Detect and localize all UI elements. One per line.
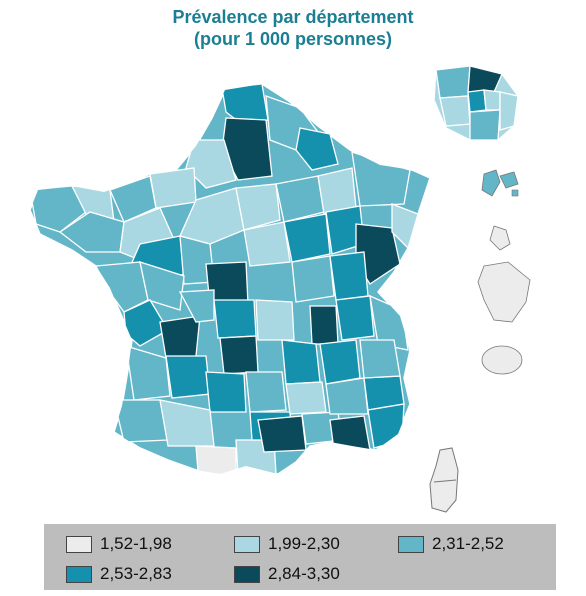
- legend-label: 2,84-3,30: [268, 564, 340, 583]
- department: [213, 299, 257, 339]
- department: [391, 203, 419, 250]
- department: [483, 89, 501, 111]
- department: [359, 339, 401, 379]
- inset-martinique: [489, 225, 511, 251]
- map-title: Prévalence par département (pour 1 000 p…: [0, 6, 586, 50]
- department: [283, 213, 331, 263]
- inset-la-reunion: [481, 345, 523, 375]
- department: [439, 95, 471, 127]
- map-title-line2: (pour 1 000 personnes): [193, 29, 393, 49]
- legend-swatch: [66, 535, 92, 553]
- legend-item: 2,84-3,30: [234, 564, 340, 584]
- department: [257, 415, 307, 453]
- france-choropleth-map: [29, 65, 531, 513]
- inset-ile-de-france: [433, 65, 519, 141]
- department: [159, 399, 215, 447]
- department: [165, 355, 211, 399]
- legend-label: 2,53-2,83: [100, 564, 172, 583]
- map-legend: 1,52-1,98 1,99-2,30 2,31-2,52 2,53-2,83 …: [44, 524, 556, 590]
- department: [219, 335, 259, 375]
- department: [319, 339, 361, 385]
- department: [329, 251, 369, 301]
- inset-corse: [429, 447, 459, 513]
- department: [195, 445, 237, 474]
- department: [178, 289, 215, 323]
- department-shapes: [30, 84, 419, 474]
- department: [467, 89, 487, 113]
- inset-guyane: [477, 261, 531, 323]
- legend-label: 1,52-1,98: [100, 534, 172, 553]
- department: [113, 399, 169, 443]
- department: [309, 305, 339, 345]
- department: [351, 151, 411, 207]
- legend-item: 1,52-1,98: [66, 534, 172, 554]
- department: [245, 371, 287, 413]
- department: [179, 187, 245, 245]
- department: [125, 345, 171, 401]
- department: [185, 139, 237, 189]
- department: [435, 65, 471, 99]
- department: [159, 315, 201, 359]
- department: [205, 371, 247, 413]
- legend-swatch: [234, 535, 260, 553]
- legend-item: 2,31-2,52: [398, 534, 504, 554]
- department: [335, 295, 375, 341]
- map-title-line1: Prévalence par département: [172, 7, 414, 27]
- mainland-france: [29, 83, 431, 475]
- legend-swatch: [234, 565, 260, 583]
- department: [291, 255, 335, 303]
- department: [243, 221, 291, 267]
- legend-swatch: [66, 565, 92, 583]
- department: [499, 91, 519, 131]
- department: [325, 377, 369, 415]
- department: [235, 183, 281, 231]
- department: [469, 109, 501, 141]
- department: [139, 261, 185, 311]
- legend-label: 1,99-2,30: [268, 534, 340, 553]
- department: [149, 167, 197, 209]
- department: [295, 127, 339, 171]
- department: [285, 381, 327, 415]
- department: [367, 403, 405, 449]
- department: [255, 299, 295, 341]
- department: [281, 339, 321, 385]
- legend-swatch: [398, 535, 424, 553]
- department: [329, 415, 371, 451]
- legend-item: 1,99-2,30: [234, 534, 340, 554]
- legend-label: 2,31-2,52: [432, 534, 504, 553]
- inset-guadeloupe: [481, 169, 519, 197]
- legend-item: 2,53-2,83: [66, 564, 172, 584]
